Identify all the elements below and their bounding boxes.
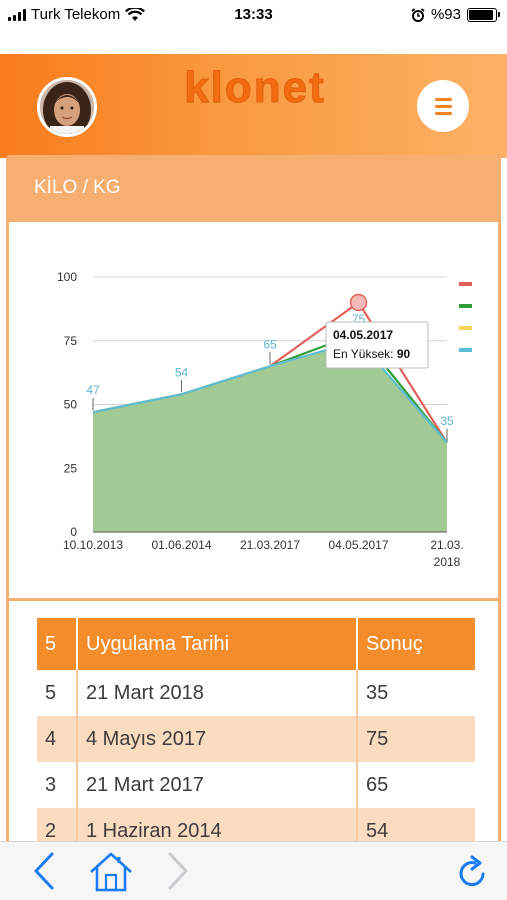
row-date: 21 Mart 2018 [77,670,358,716]
y-tick-label: 50 [64,398,78,412]
data-label: 35 [440,414,454,428]
battery-fill [469,9,494,20]
logo-text: klonet [184,66,326,112]
hamburger-icon [434,97,452,101]
y-tick-label: 75 [64,334,78,348]
chevron-right-icon[interactable] [164,850,192,892]
legend-swatch [459,282,472,286]
menu-button[interactable] [417,80,469,132]
row-result: 65 [357,762,475,808]
row-date: 21 Mart 2017 [77,762,358,808]
klonet-logo[interactable]: klonet [170,63,340,117]
table-row[interactable]: 4 4 Mayıs 2017 75 [37,716,475,762]
legend-swatch [459,304,472,308]
y-tick-label: 0 [70,525,77,539]
chart-panel: 0 25 50 75 100 47 54 65 75 35 10.10.2013 01.06.2014… [9,222,498,598]
status-right: %93 [411,6,500,23]
tooltip-date: 04.05.2017 [333,328,393,342]
x-tick-label: 10.10.2013 [63,538,123,552]
battery-percent: %93 [430,6,461,23]
battery-icon [467,7,500,22]
app-header: klonet [0,54,507,158]
avatar-photo [40,80,94,134]
reload-icon[interactable] [456,854,490,890]
clock: 13:33 [234,6,273,23]
row-result: 35 [357,670,475,716]
x-tick-label: 01.06.2014 [151,538,211,552]
series-line [92,339,448,444]
row-date: 4 Mayıs 2017 [77,716,358,762]
home-icon[interactable] [88,850,134,894]
y-tick-label: 100 [57,270,77,284]
table-row[interactable]: 3 21 Mart 2017 65 [37,762,475,808]
signal-icon [8,8,26,21]
status-bar: Turk Telekom 13:33 %93 [0,0,507,30]
legend-swatch [459,348,472,352]
logo-graphic: klonet [184,63,326,113]
x-tick-label: 04.05.2017 [328,538,388,552]
carrier-name: Turk Telekom [31,6,121,23]
row-result: 75 [357,716,475,762]
table-header-row: 5 Uygulama Tarihi Sonuç [37,618,475,670]
row-index: 3 [37,762,78,808]
row-index: 4 [37,716,78,762]
card-title: KİLO / KG [34,177,121,198]
x-tick-label: 21.03.2017 [240,538,300,552]
hamburger-icon-line [434,111,452,115]
browser-toolbar [0,841,507,900]
hamburger-icon-line [434,104,452,108]
table-panel: 5 Uygulama Tarihi Sonuç 5 21 Mart 2018 3… [9,601,498,854]
data-label: 47 [86,383,100,397]
y-tick-label: 25 [64,461,78,475]
legend-swatch [459,326,472,330]
weight-card: KİLO / KG 0 25 50 75 100 47 54 65 75 35 10.10.2013… [6,155,501,854]
x-tick-label: 21.03. 2018 [430,538,463,569]
alarm-icon [411,7,425,22]
header-result[interactable]: Sonuç [357,618,475,670]
tooltip-box [325,321,429,369]
data-label: 54 [175,365,189,379]
chart-tooltip: 04.05.2017 En Yüksek: 90 [325,321,429,369]
header-date[interactable]: Uygulama Tarihi [77,618,358,670]
wifi-icon [125,7,146,21]
carrier-group: Turk Telekom [8,6,146,23]
chevron-left-icon[interactable] [30,850,58,892]
header-count[interactable]: 5 [37,618,78,670]
highlight-marker [349,293,368,312]
table-row[interactable]: 5 21 Mart 2018 35 [37,670,475,716]
user-avatar[interactable] [37,77,97,137]
row-index: 5 [37,670,78,716]
results-table: 5 Uygulama Tarihi Sonuç 5 21 Mart 2018 3… [37,618,475,854]
chart-area [93,340,447,532]
data-label: 65 [263,337,277,351]
tooltip-value: En Yüksek: 90 [333,347,411,361]
